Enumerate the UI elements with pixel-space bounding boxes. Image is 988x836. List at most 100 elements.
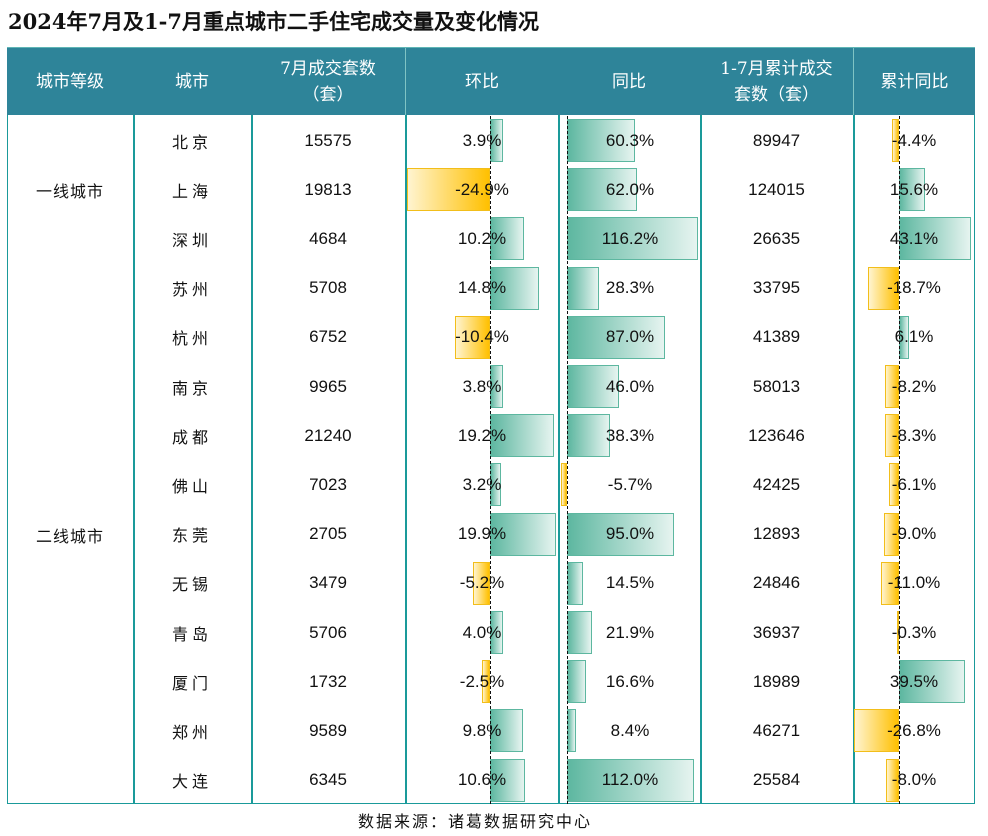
- yoy-bar: [567, 660, 586, 704]
- column-divider: [558, 115, 560, 804]
- column-divider: [853, 115, 855, 804]
- yoy-bar: [567, 561, 584, 605]
- cum-yoy-bar: [899, 217, 972, 261]
- mom-label: 14.8%: [457, 278, 507, 298]
- yoy-bar: [567, 758, 694, 802]
- cum-yoy-label: -26.8%: [887, 720, 941, 740]
- july-volume: 4684: [309, 228, 347, 248]
- mom-zero-axis: [490, 116, 491, 804]
- yoy-label: 16.6%: [605, 671, 655, 691]
- cum-yoy-label: 15.6%: [889, 179, 939, 199]
- yoy-label: 62.0%: [605, 179, 655, 199]
- mom-bar: [490, 512, 557, 556]
- city-name: 上海: [171, 181, 212, 201]
- city-name: 苏州: [171, 280, 212, 300]
- cum-yoy-label: 39.5%: [889, 671, 939, 691]
- cumulative-volume: 18989: [752, 671, 801, 691]
- mom-label: 3.9%: [462, 130, 502, 150]
- yoy-label: 46.0%: [605, 376, 655, 396]
- cum-yoy-label: -9.0%: [891, 524, 937, 544]
- cum-yoy-label: -8.3%: [891, 425, 937, 445]
- yoy-label: 112.0%: [601, 770, 659, 790]
- yoy-bar: [567, 512, 675, 556]
- yoy-label: 60.3%: [605, 130, 655, 150]
- header-cum: 1-7月累计成交 套数（套）: [700, 48, 853, 115]
- header-july-line2: （套）: [302, 84, 354, 105]
- header-separator: [405, 48, 406, 115]
- cumulative-volume: 24846: [752, 573, 801, 593]
- july-volume: 3479: [309, 573, 347, 593]
- july-volume: 15575: [304, 130, 352, 150]
- city-name: 郑州: [171, 722, 212, 742]
- cum-yoy-label: -8.2%: [891, 376, 937, 396]
- tier-label-first: 一线城市: [35, 181, 104, 201]
- header-city: 城市: [175, 71, 209, 92]
- cum-yoy-label: -18.7%: [887, 278, 941, 298]
- july-volume: 5706: [309, 622, 347, 642]
- july-volume: 19813: [304, 179, 352, 199]
- mom-label: 4.0%: [462, 622, 502, 642]
- city-name: 无锡: [171, 575, 212, 595]
- column-divider: [251, 115, 253, 804]
- july-volume: 6752: [309, 327, 347, 347]
- city-name: 佛山: [171, 476, 212, 496]
- data-source: 数据来源：诸葛数据研究中心: [358, 812, 593, 831]
- cumulative-volume: 46271: [752, 720, 801, 740]
- chart-title: 2024年7月及1-7月重点城市二手住宅成交量及变化情况: [8, 9, 539, 34]
- cumulative-volume: 89947: [752, 130, 801, 150]
- city-name: 成都: [171, 427, 212, 447]
- cum-yoy-bar: [885, 414, 899, 458]
- yoy-bar: [567, 414, 611, 458]
- july-volume: 21240: [304, 425, 352, 445]
- city-name: 北京: [171, 132, 212, 152]
- yoy-bar: [567, 217, 699, 261]
- mom-label: -2.5%: [459, 671, 505, 691]
- header-mom: 环比: [465, 71, 499, 92]
- july-volume: 9965: [309, 376, 347, 396]
- mom-label: 3.2%: [462, 474, 502, 494]
- city-name: 杭州: [171, 329, 212, 349]
- yoy-label: -5.7%: [607, 474, 653, 494]
- mom-label: 10.6%: [457, 770, 507, 790]
- header-july-line1: 7月成交套数: [280, 58, 376, 79]
- yoy-zero-axis: [567, 116, 568, 804]
- mom-bar: [490, 758, 526, 802]
- july-volume: 6345: [309, 770, 347, 790]
- mom-label: 19.9%: [457, 524, 507, 544]
- cum-yoy-label: -11.0%: [887, 573, 941, 593]
- cumulative-volume: 42425: [752, 474, 801, 494]
- header-cum-line1: 1-7月累计成交: [720, 58, 833, 79]
- cum-yoy-bar: [885, 365, 899, 408]
- column-divider: [700, 115, 702, 804]
- cum-yoy-bar: [853, 709, 899, 753]
- header-july: 7月成交套数 （套）: [251, 48, 405, 115]
- cumulative-volume: 123646: [748, 425, 805, 445]
- yoy-bar: [567, 611, 592, 654]
- mom-label: -24.9%: [455, 179, 509, 199]
- header-yoy: 同比: [612, 71, 646, 92]
- mom-bar: [472, 561, 490, 605]
- july-volume: 9589: [309, 720, 347, 740]
- cum-yoy-label: 43.1%: [889, 228, 939, 248]
- mom-bar: [481, 660, 490, 704]
- yoy-label: 8.4%: [610, 720, 650, 740]
- cum-yoy-bar: [891, 119, 899, 162]
- yoy-label: 38.3%: [605, 425, 655, 445]
- cumulative-volume: 58013: [752, 376, 801, 396]
- mom-bar: [455, 315, 490, 359]
- cum-yoy-zero-axis: [899, 116, 900, 804]
- july-volume: 2705: [309, 524, 347, 544]
- city-name: 深圳: [171, 230, 212, 250]
- yoy-bar: [567, 168, 638, 212]
- city-name: 厦门: [171, 673, 212, 693]
- cum-yoy-label: 6.1%: [894, 327, 934, 347]
- cumulative-volume: 124015: [748, 179, 805, 199]
- cum-yoy-bar: [885, 758, 899, 802]
- table-body: [7, 115, 975, 804]
- yoy-bar: [560, 463, 567, 507]
- july-volume: 1732: [309, 671, 347, 691]
- yoy-label: 21.9%: [605, 622, 655, 642]
- mom-bar: [407, 168, 490, 212]
- cumulative-volume: 25584: [752, 770, 801, 790]
- mom-label: -10.4%: [455, 327, 509, 347]
